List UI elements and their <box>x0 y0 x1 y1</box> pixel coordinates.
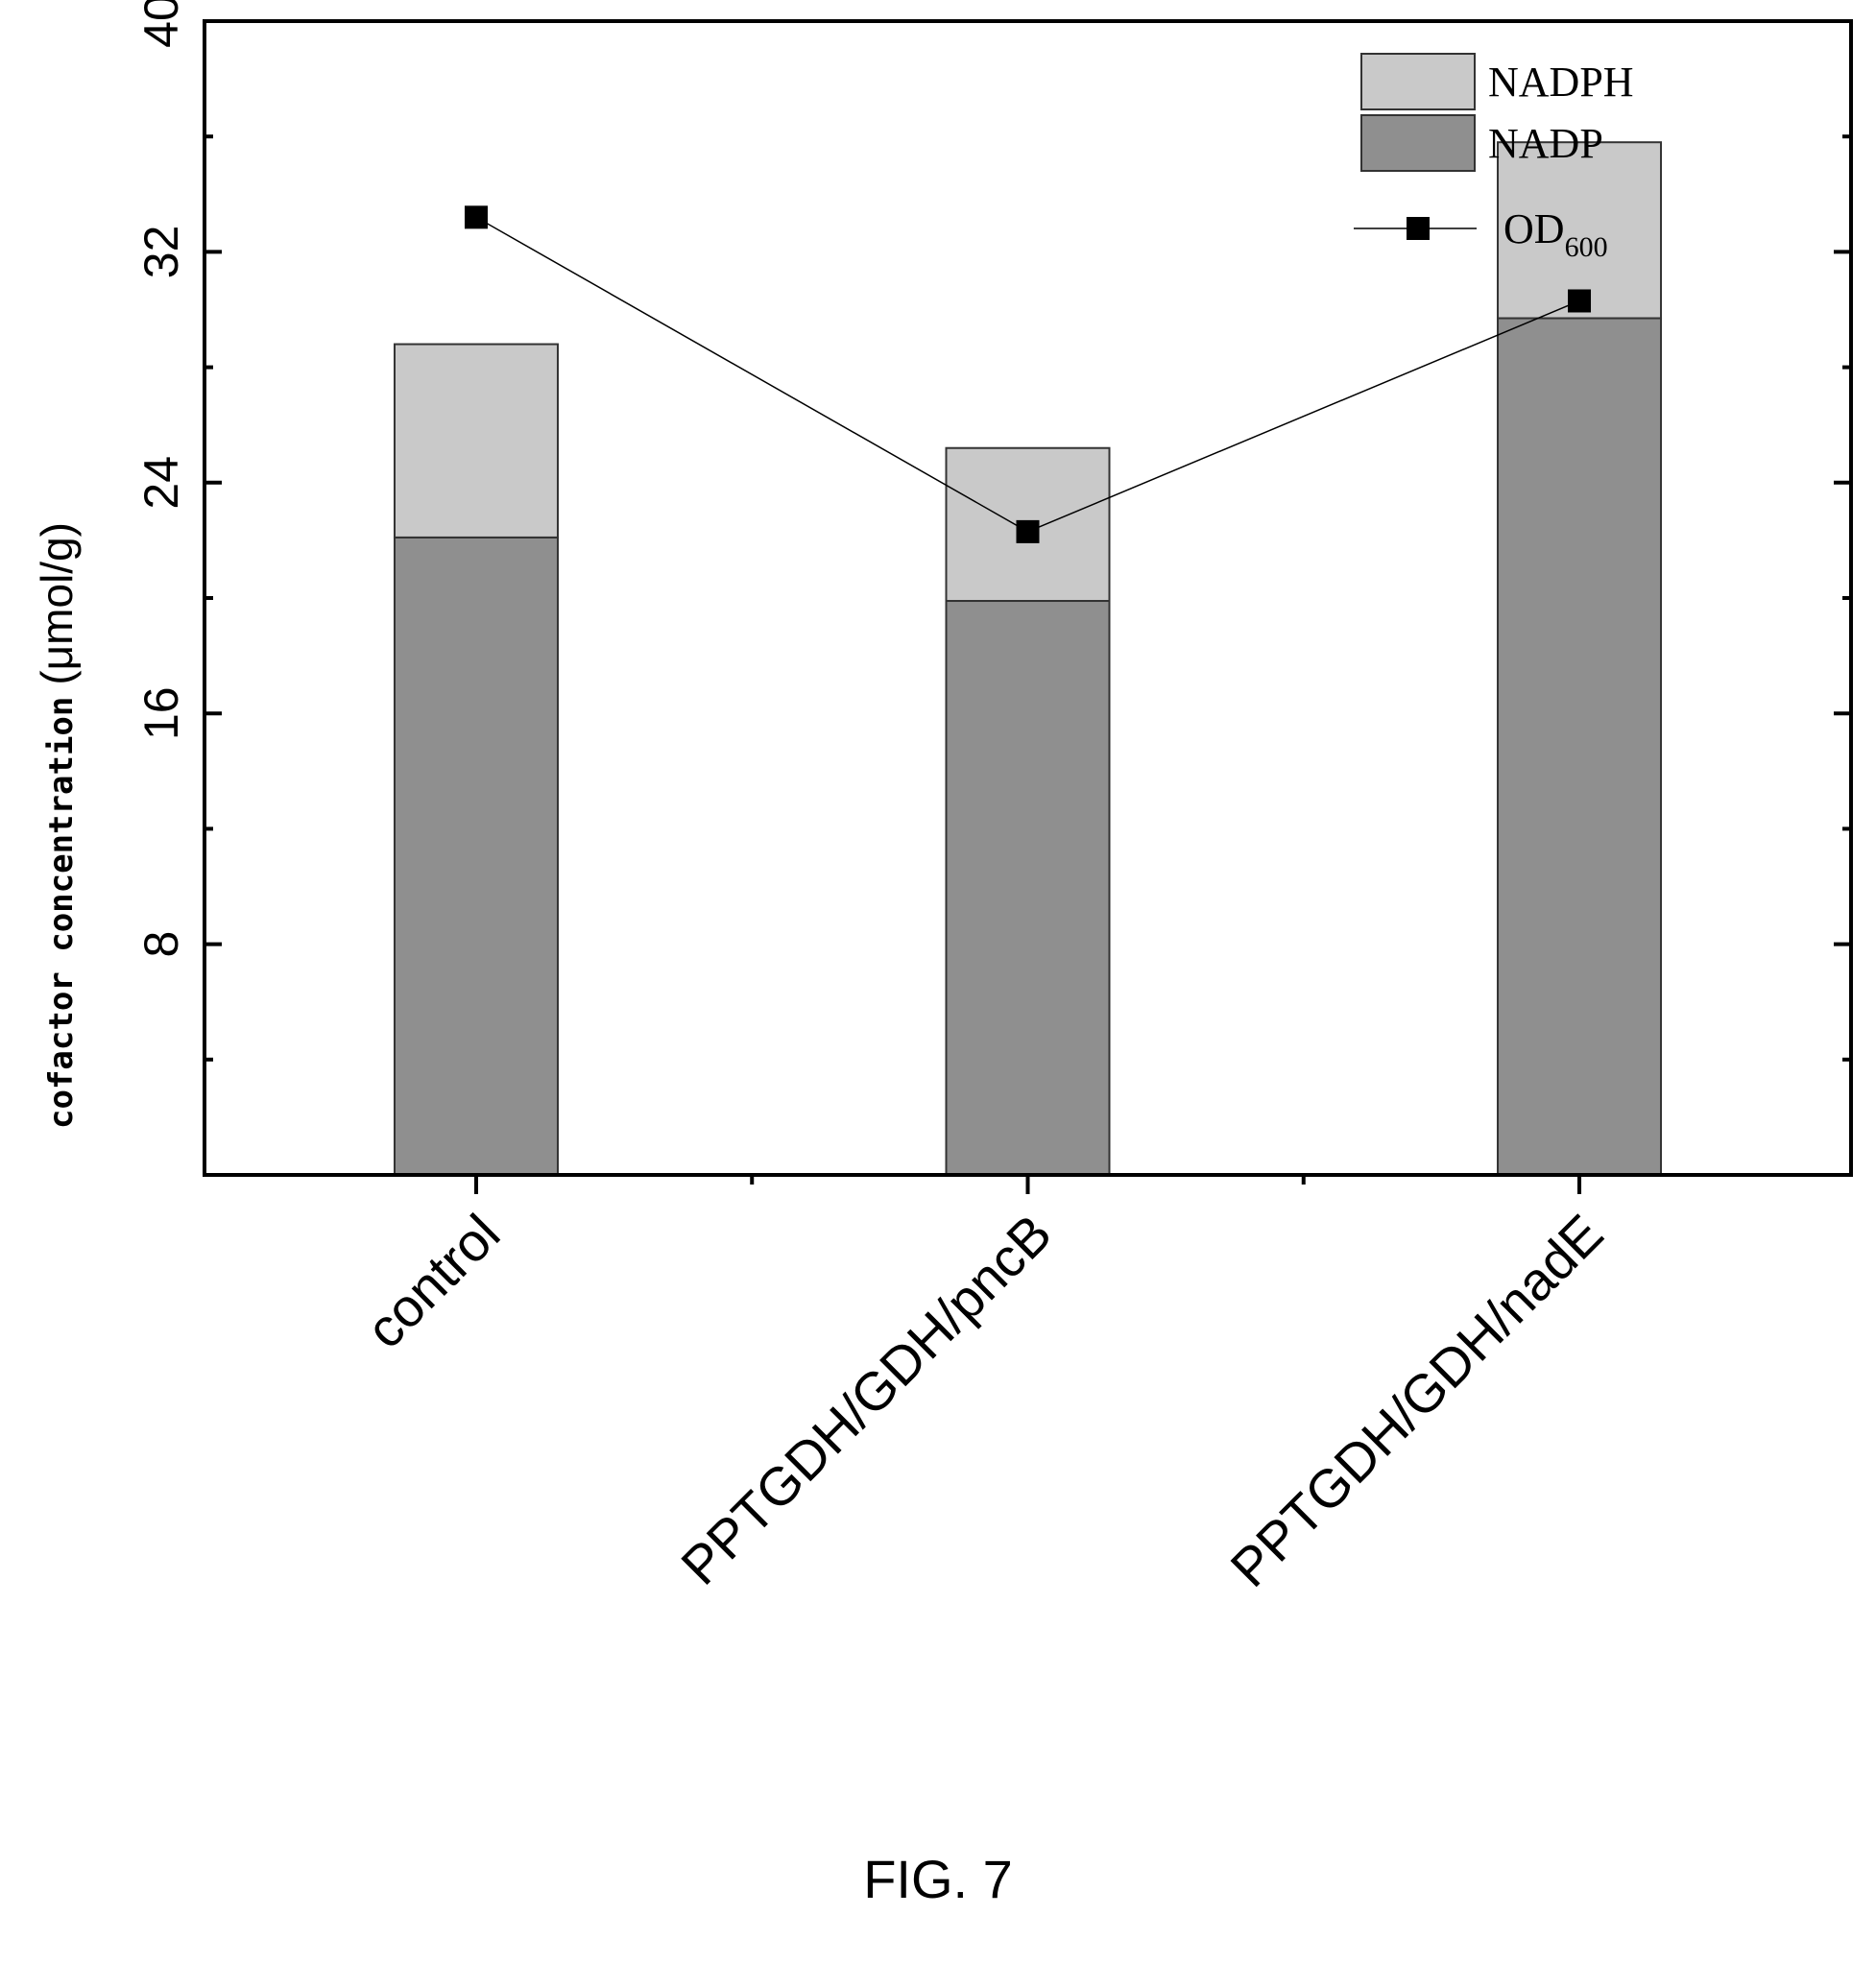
figure-caption: FIG. 7 <box>863 1849 1013 1909</box>
bar-nadp-0 <box>393 536 559 1176</box>
y-axis-label-unit: (μmol/g) <box>32 522 82 685</box>
od-line-layer <box>464 205 1592 543</box>
x-tick-label: PPTGDH/GDH/nadE <box>1218 1203 1614 1598</box>
y-tick-label: 24 <box>134 456 188 510</box>
od600-point-0 <box>464 205 488 229</box>
y-tick-label: 16 <box>134 686 188 740</box>
x-tick-label: PPTGDH/GDH/pncB <box>669 1203 1063 1596</box>
od600-point-2 <box>1568 289 1592 313</box>
bar-nadph-0 <box>393 343 559 539</box>
y-axis-label: cofactor concentration (μmol/g) <box>32 522 82 1129</box>
bar-nadp-2 <box>1497 317 1663 1176</box>
legend-marker-od600 <box>1407 217 1430 240</box>
x-tick-label: control <box>354 1203 511 1359</box>
legend-label-nadph: NADPH <box>1488 59 1634 106</box>
y-tick-label: 40 <box>134 0 188 48</box>
y-tick-label: 8 <box>134 931 188 958</box>
y-tick-label: 32 <box>134 226 188 279</box>
od600-point-1 <box>1016 519 1040 543</box>
bar-nadp-1 <box>945 600 1111 1176</box>
legend-swatch-nadp <box>1360 114 1476 172</box>
bar-nadph-2 <box>1497 141 1663 320</box>
legend-label-od600-subscript: 600 <box>1565 231 1608 263</box>
bars-layer <box>393 141 1663 1176</box>
y-axis-label-main: cofactor concentration <box>42 697 81 1129</box>
legend-swatch-nadph <box>1360 53 1476 110</box>
legend-label-nadp: NADP <box>1488 120 1603 167</box>
